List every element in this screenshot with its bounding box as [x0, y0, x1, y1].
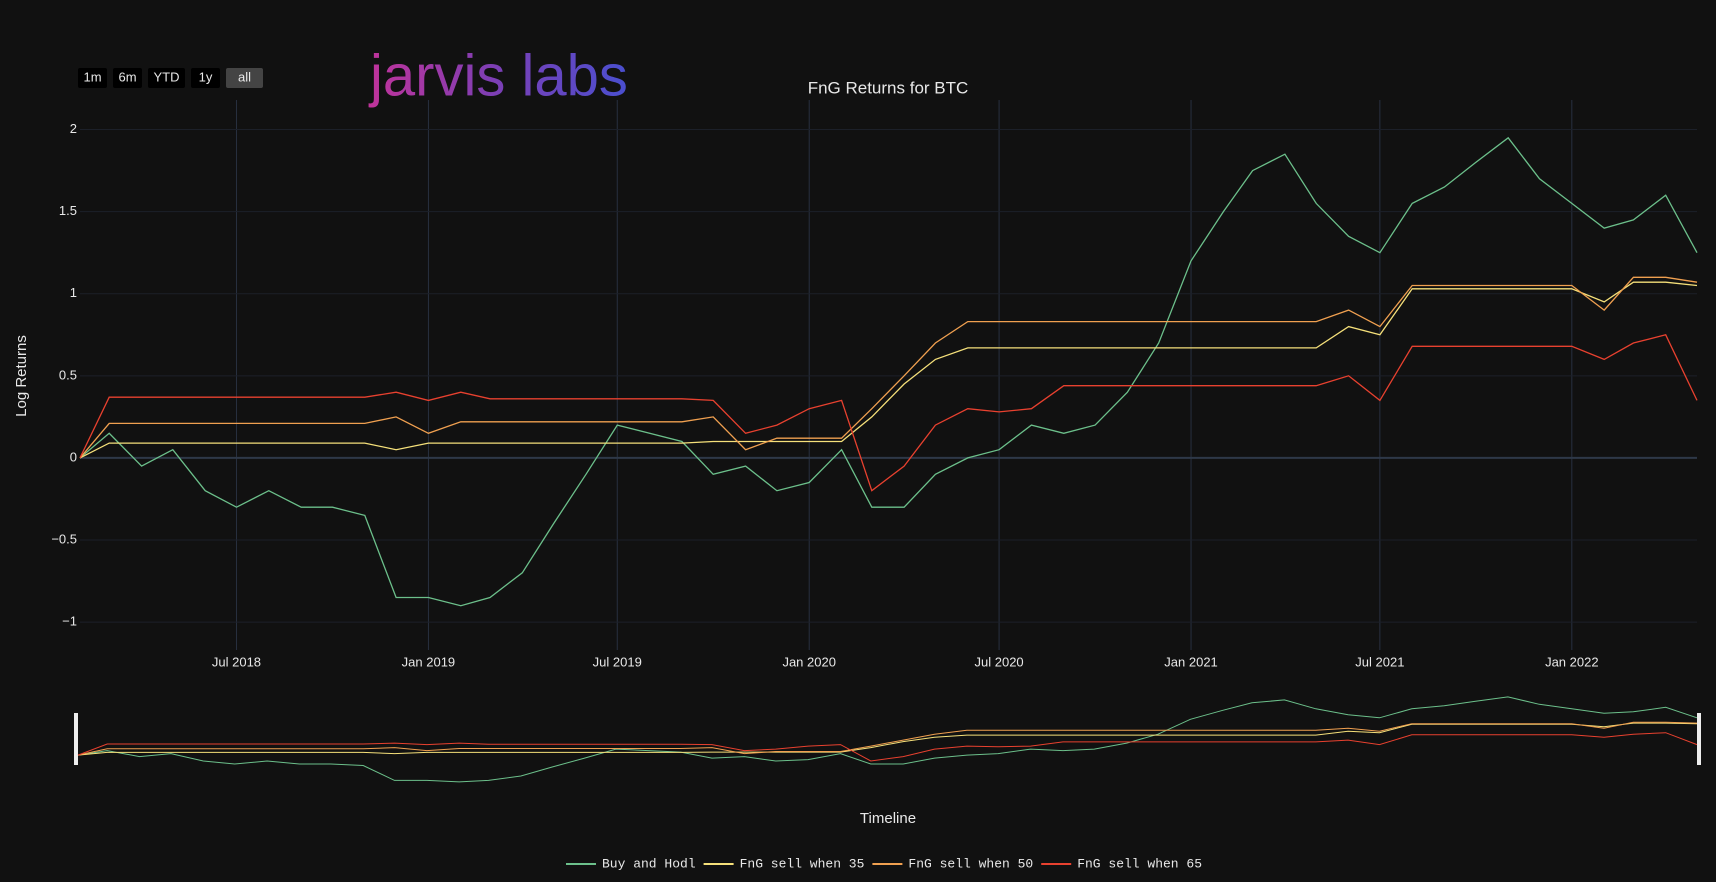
legend-item[interactable]: FnG sell when 65 — [1041, 856, 1202, 871]
range-button-bg[interactable] — [191, 68, 220, 88]
x-tick-label: Jul 2018 — [212, 654, 261, 669]
y-tick-label: −0.5 — [51, 531, 77, 546]
x-tick-label: Jul 2021 — [1355, 654, 1404, 669]
range-button-bg[interactable] — [78, 68, 107, 88]
y-tick-label: 2 — [70, 121, 77, 136]
range-button-label[interactable]: 1y — [199, 69, 213, 84]
range-button[interactable]: YTD — [148, 68, 185, 88]
x-tick-label: Jul 2020 — [975, 654, 1024, 669]
range-button-bg[interactable] — [148, 68, 185, 88]
legend-item[interactable]: Buy and Hodl — [566, 856, 696, 871]
range-slider-line — [77, 722, 1698, 756]
x-axis-label: Timeline — [860, 810, 916, 827]
legend-label: FnG sell when 50 — [908, 856, 1033, 871]
range-button[interactable]: 1m — [78, 68, 107, 88]
range-slider-line — [77, 721, 1698, 756]
legend-label: FnG sell when 35 — [740, 856, 865, 871]
series-line — [79, 334, 1698, 492]
legend-label: FnG sell when 65 — [1077, 856, 1202, 871]
x-tick-label: Jan 2019 — [402, 654, 456, 669]
range-button[interactable]: 6m — [113, 68, 142, 88]
range-button[interactable]: 1y — [191, 68, 220, 88]
range-button-bg[interactable] — [113, 68, 142, 88]
y-tick-label: 1 — [70, 285, 77, 300]
x-tick-label: Jan 2022 — [1545, 654, 1599, 669]
range-button-label[interactable]: 1m — [83, 69, 101, 84]
x-tick-label: Jan 2020 — [782, 654, 836, 669]
legend: Buy and Hodl FnG sell when 35 FnG sell whe… — [566, 856, 1202, 871]
range-buttons: 1m 6m YTD 1y all — [78, 68, 263, 88]
range-button-bg[interactable] — [226, 68, 263, 88]
grid: Jul 2018 Jan 2019 Jul 2019 Jan 2020 Jul 2020… — [51, 100, 1697, 669]
series-line — [79, 281, 1698, 459]
range-button-label[interactable]: YTD — [154, 69, 180, 84]
y-tick-label: 0 — [70, 449, 77, 464]
range-slider-handle[interactable] — [74, 713, 78, 765]
y-tick-label: −1 — [62, 614, 77, 629]
x-tick-label: Jul 2019 — [593, 654, 642, 669]
range-slider — [74, 696, 1701, 783]
y-tick-label: 1.5 — [59, 203, 77, 218]
y-axis-label: Log Returns — [13, 335, 30, 417]
range-button-label[interactable]: all — [238, 69, 251, 84]
range-slider-line — [77, 732, 1698, 762]
range-slider-handle[interactable] — [1697, 713, 1701, 765]
logo: jarvis labs — [368, 43, 628, 108]
range-button-label[interactable]: 6m — [118, 69, 136, 84]
y-tick-label: 0.5 — [59, 367, 77, 382]
x-tick-label: Jan 2021 — [1164, 654, 1218, 669]
series-line — [79, 276, 1698, 459]
legend-item[interactable]: FnG sell when 35 — [703, 856, 865, 871]
range-slider-line — [77, 696, 1698, 783]
chart-title: FnG Returns for BTC — [808, 78, 969, 97]
legend-label: Buy and Hodl — [602, 856, 696, 871]
series-line — [79, 136, 1698, 607]
plot — [79, 136, 1698, 607]
legend-item[interactable]: FnG sell when 50 — [872, 856, 1033, 871]
range-button[interactable]: all — [226, 68, 263, 88]
